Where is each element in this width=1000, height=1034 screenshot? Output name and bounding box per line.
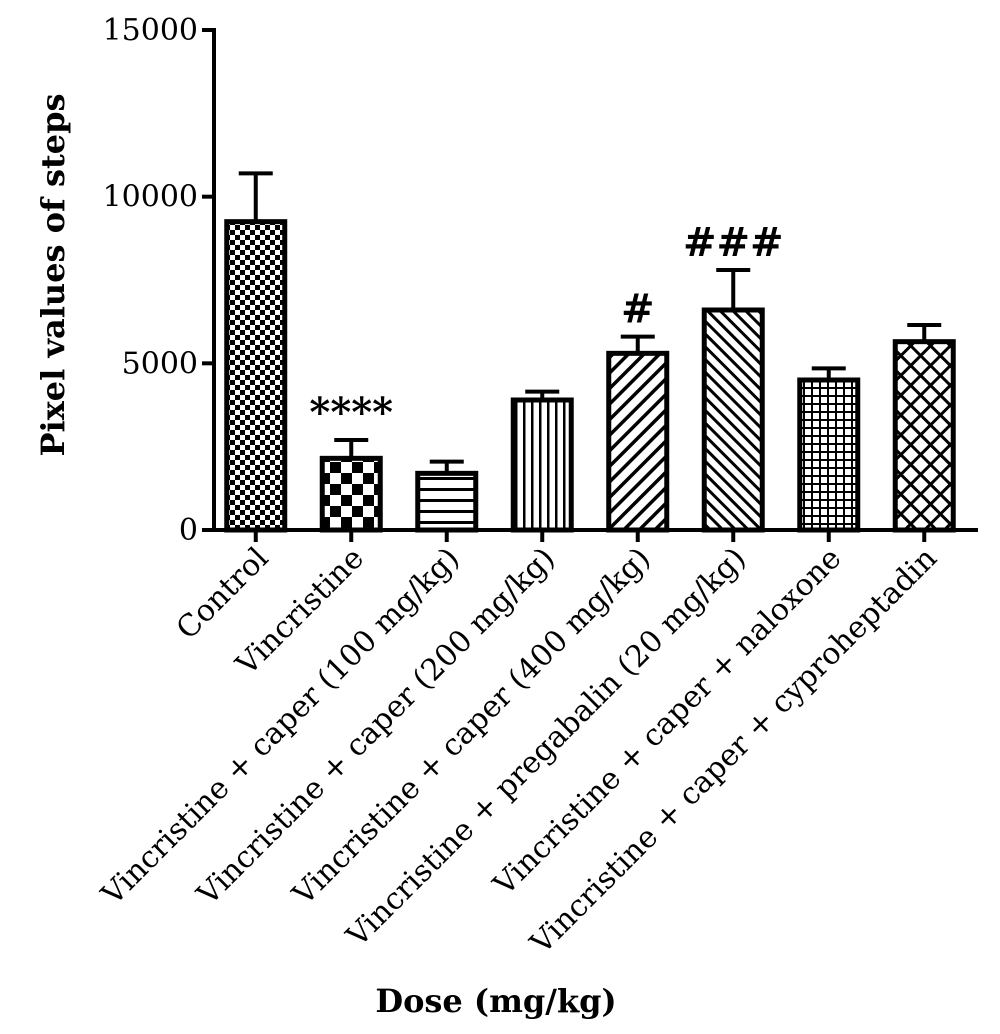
y-axis-title: Pixel values of steps <box>34 93 72 456</box>
bar <box>797 377 861 533</box>
x-category-label: Vincristine + caper + naloxone <box>486 541 848 903</box>
significance-annotation: # <box>621 286 655 333</box>
bars-group: ****#### <box>224 171 956 533</box>
y-tick-label: 0 <box>179 513 198 548</box>
bar <box>415 470 479 533</box>
significance-annotation: **** <box>309 389 393 436</box>
y-tick-label: 5000 <box>122 346 198 381</box>
x-category-label: Vincristine + caper (100 mg/kg) <box>94 541 466 913</box>
bar <box>606 350 670 533</box>
significance-annotation: ### <box>683 219 784 266</box>
y-tick-label: 15000 <box>103 13 198 48</box>
bar <box>701 307 765 533</box>
axes-group <box>212 28 978 532</box>
bar <box>510 397 574 533</box>
bar <box>319 455 383 533</box>
y-tick-label: 10000 <box>103 180 198 215</box>
x-category-label: Vincristine + caper (400 mg/kg) <box>285 541 657 913</box>
y-ticks: 0 5000 10000 15000 <box>103 13 214 548</box>
x-axis-title: Dose (mg/kg) <box>375 982 616 1020</box>
x-category-label: Vincristine + caper (200 mg/kg) <box>190 541 562 913</box>
bar <box>224 219 288 533</box>
bar <box>892 339 956 533</box>
